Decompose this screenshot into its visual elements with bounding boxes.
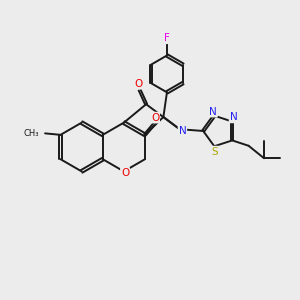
Text: F: F [164,33,170,43]
Text: N: N [230,112,237,122]
Text: S: S [212,147,218,157]
Text: CH₃: CH₃ [23,129,38,138]
Text: O: O [121,168,129,178]
Text: O: O [134,79,142,89]
Text: N: N [209,106,217,117]
Text: O: O [151,112,159,123]
Text: N: N [178,126,186,136]
